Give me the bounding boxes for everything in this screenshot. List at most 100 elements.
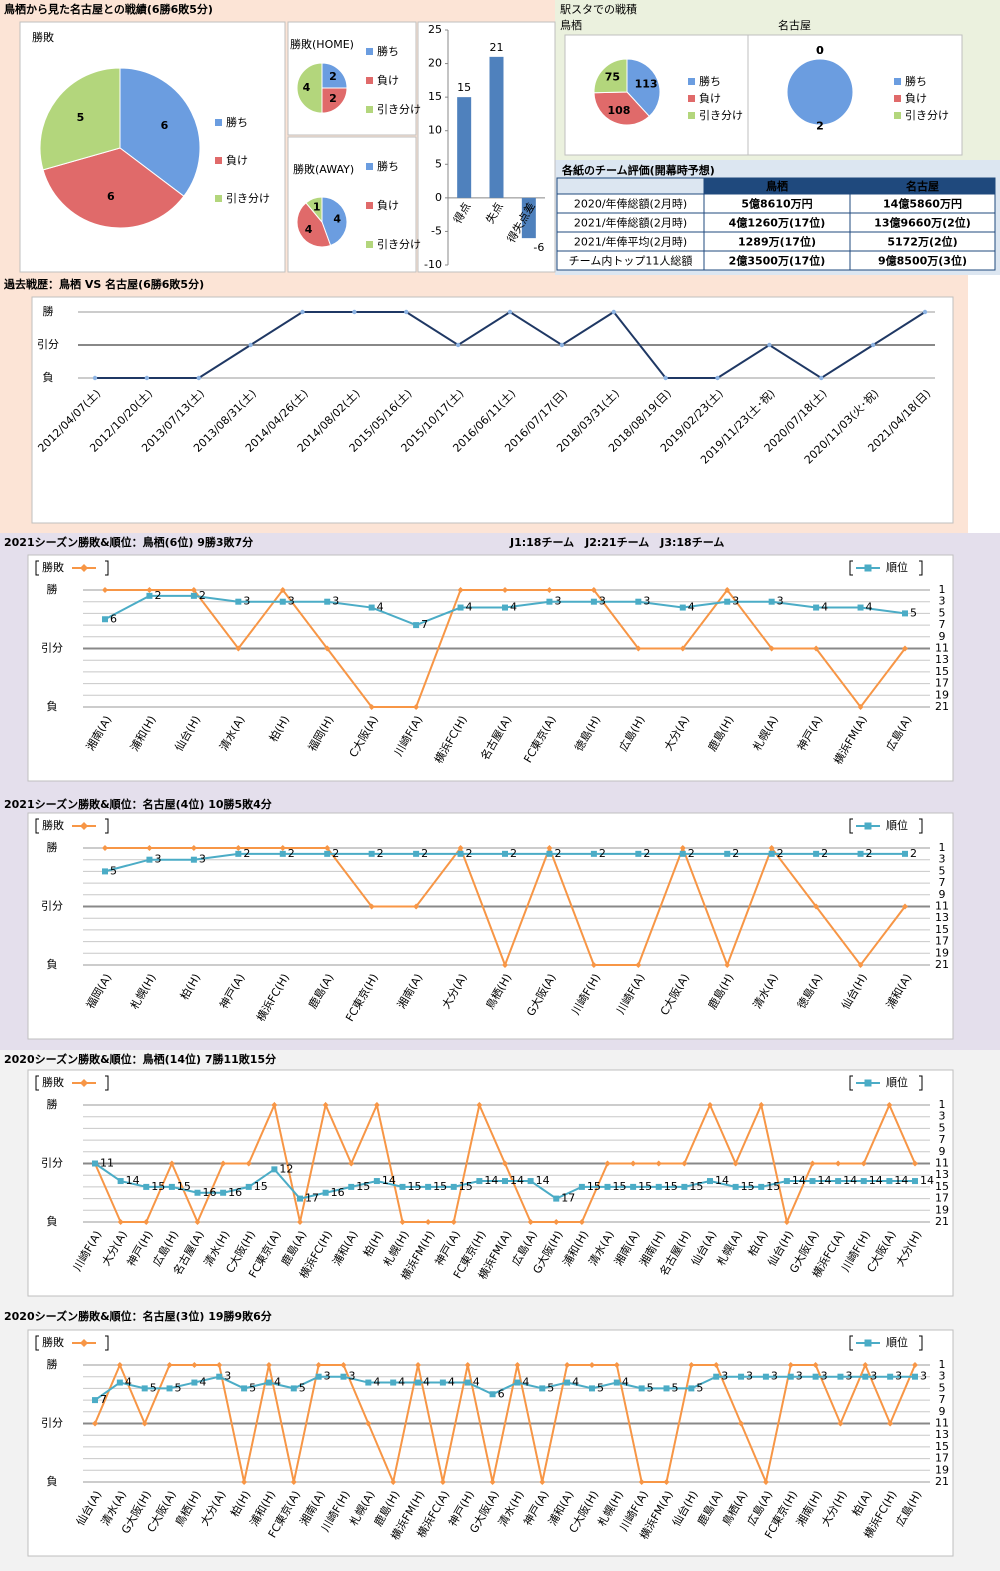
marker — [630, 1183, 637, 1190]
y-tick-label: -5 — [431, 224, 442, 237]
marker — [245, 1183, 252, 1190]
y2-tick-label: 19 — [935, 688, 949, 701]
marker — [365, 1420, 372, 1427]
legend-swatch — [366, 163, 373, 170]
legend-swatch — [894, 78, 901, 85]
data-label: 3 — [599, 595, 606, 608]
data-label: 3 — [920, 1370, 927, 1383]
bar — [489, 56, 504, 198]
table-title: 各紙のチーム評価(開幕時予想) — [561, 163, 715, 177]
legend-label: 引き分け — [699, 108, 743, 122]
data-label: 15 — [433, 1180, 447, 1193]
marker — [220, 1160, 227, 1167]
legend-label: 引き分け — [377, 237, 421, 251]
marker — [527, 1178, 534, 1185]
marker — [546, 598, 553, 605]
legend-label: 順位 — [886, 1335, 908, 1349]
pie-slice — [321, 87, 348, 114]
data-label: 5 — [547, 1381, 554, 1394]
marker — [681, 1183, 688, 1190]
data-label: 3 — [288, 595, 295, 608]
marker — [489, 1391, 496, 1398]
y-tick-label: 勝 — [47, 582, 58, 596]
data-label: 14 — [818, 1174, 832, 1187]
marker — [191, 1362, 198, 1368]
marker — [194, 1219, 201, 1225]
marker — [191, 1379, 198, 1386]
marker — [324, 645, 331, 652]
marker — [787, 1373, 794, 1380]
y-tick-label: 10 — [428, 124, 442, 137]
marker — [812, 1362, 819, 1368]
legend-label: 引き分け — [226, 191, 270, 205]
pie-slice — [786, 58, 854, 126]
legend-label: 勝ち — [377, 159, 399, 173]
marker — [265, 1362, 272, 1368]
pie-title: 勝敗(AWAY) — [293, 162, 354, 176]
table-cell-text: 5億8610万円 — [741, 197, 812, 211]
marker — [787, 1362, 794, 1368]
marker — [315, 1373, 322, 1380]
pie-slice — [296, 62, 323, 114]
chart-box — [31, 296, 954, 524]
marker — [655, 1160, 662, 1167]
legend-label: 勝敗 — [42, 1335, 64, 1349]
table-cell-text: 4億1260万(17位) — [729, 216, 826, 230]
marker — [635, 598, 642, 605]
data-label: 2 — [329, 92, 337, 105]
legend-marker — [80, 1339, 88, 1347]
data-label: 15 — [457, 81, 471, 94]
marker — [912, 1178, 918, 1185]
data-label: 5 — [77, 111, 85, 124]
marker — [758, 1183, 765, 1190]
y2-tick-label: 21 — [935, 1215, 949, 1228]
data-label: 15 — [613, 1180, 627, 1193]
marker — [783, 1178, 790, 1185]
marker — [439, 1479, 446, 1485]
marker — [738, 1373, 745, 1380]
data-label: 5 — [175, 1381, 182, 1394]
marker — [713, 1362, 720, 1368]
marker — [707, 1102, 713, 1108]
table-header: 名古屋 — [906, 179, 939, 193]
y2-tick-label: 21 — [935, 1475, 949, 1488]
table-cell-text: 5172万(2位) — [887, 235, 957, 249]
y2-tick-label: 17 — [935, 935, 949, 948]
legend-label: 引き分け — [377, 102, 421, 116]
marker — [476, 1178, 483, 1185]
marker — [724, 587, 731, 593]
data-label: 2 — [816, 120, 824, 133]
data-label: 5 — [696, 1381, 703, 1394]
marker — [457, 587, 464, 593]
table-cell-text: 2021/年俸総額(2月時) — [574, 216, 687, 230]
y2-tick-label: 11 — [935, 1417, 949, 1430]
y-tick-label: 5 — [435, 157, 442, 170]
marker — [813, 604, 820, 611]
marker — [663, 1385, 670, 1392]
data-label: 17 — [305, 1192, 319, 1205]
marker — [190, 845, 197, 851]
marker — [837, 1373, 844, 1380]
marker — [546, 850, 553, 857]
legend-bracket — [849, 818, 853, 834]
y-tick-label: 引分 — [41, 641, 63, 655]
y2-tick-label: 7 — [939, 876, 946, 889]
marker — [340, 1373, 347, 1380]
data-label: 4 — [373, 1376, 380, 1389]
legend-label: 順位 — [886, 818, 908, 832]
y-tick-label: 15 — [428, 90, 442, 103]
y2-tick-label: 17 — [935, 677, 949, 690]
data-label: 17 — [561, 1192, 575, 1205]
marker — [732, 1183, 739, 1190]
marker — [564, 1379, 571, 1386]
marker — [886, 1102, 893, 1108]
marker — [166, 1385, 173, 1392]
marker — [168, 1183, 175, 1190]
marker — [92, 1397, 98, 1404]
marker — [373, 1102, 380, 1108]
marker — [613, 1362, 620, 1368]
data-label: 3 — [721, 1370, 728, 1383]
marker — [809, 1178, 816, 1185]
y-tick-label: 引分 — [41, 899, 63, 913]
legend-marker — [80, 1079, 88, 1087]
